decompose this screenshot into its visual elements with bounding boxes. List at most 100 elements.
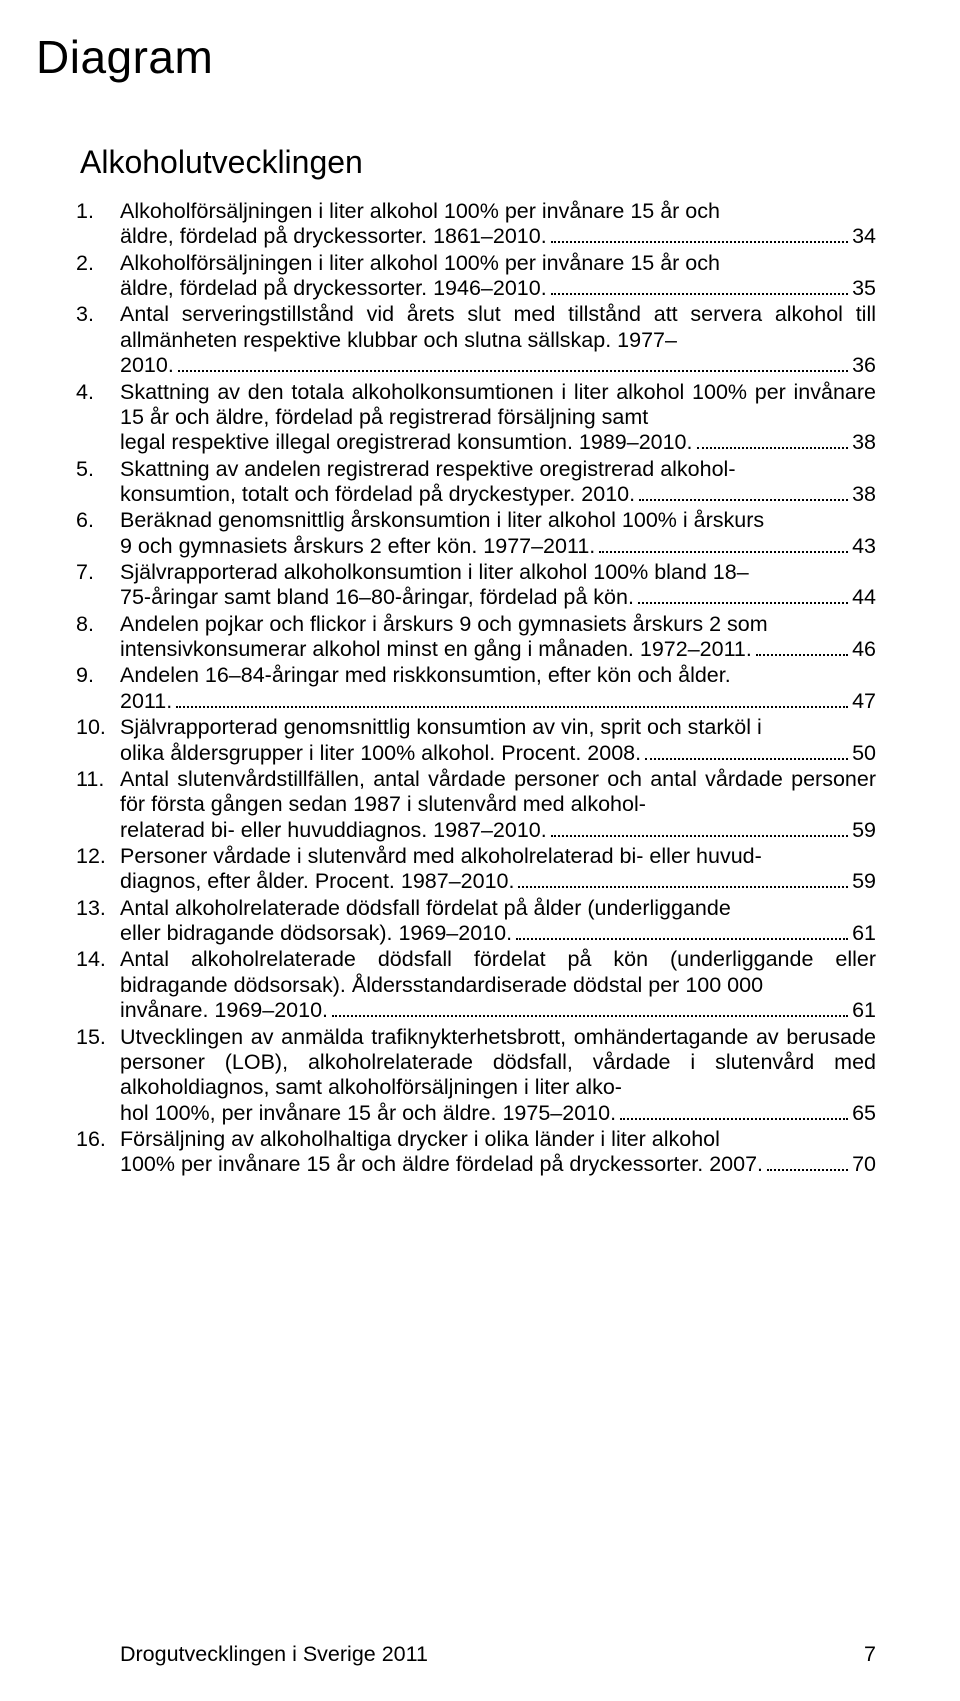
toc-entry-lastline: eller bidragande dödsorsak). 1969–2010. 6… [120, 921, 876, 946]
toc-entry-tail: äldre, fördelad på dryckessorter. 1946–2… [120, 276, 547, 301]
toc-entry-tail: konsumtion, totalt och fördelad på dryck… [120, 482, 635, 507]
toc-entry-pre: Självrapporterad alkoholkonsumtion i lit… [120, 560, 749, 584]
toc-entry-text: Beräknad genomsnittlig årskonsumtion i l… [120, 508, 876, 559]
toc-entry-number: 2. [76, 251, 120, 276]
toc-entry-pre: Utvecklingen av anmälda trafiknykterhets… [120, 1025, 876, 1100]
toc-entry-number: 10. [76, 715, 120, 740]
toc-entry-number: 13. [76, 896, 120, 921]
toc-entry-page: 61 [852, 998, 876, 1023]
toc-entry-number: 4. [76, 380, 120, 405]
toc-leader-dots [178, 369, 848, 372]
toc-entry-pre: Personer vårdade i slutenvård med alkoho… [120, 844, 762, 868]
toc-leader-dots [551, 240, 848, 243]
toc-entry-text: Självrapporterad genomsnittlig konsumtio… [120, 715, 876, 766]
toc-entry-pre: Antal alkoholrelaterade dödsfall fördela… [120, 896, 731, 920]
toc-leader-dots [516, 937, 848, 940]
toc-entry-number: 7. [76, 560, 120, 585]
toc-leader-dots [756, 653, 848, 656]
toc-entry: 15.Utvecklingen av anmälda trafiknykterh… [120, 1025, 876, 1126]
toc-entry-tail: 75-åringar samt bland 16–80-åringar, för… [120, 585, 634, 610]
toc-entry: 3.Antal serveringstillstånd vid årets sl… [120, 302, 876, 378]
toc-entry-pre: Beräknad genomsnittlig årskonsumtion i l… [120, 508, 764, 532]
toc-entry-lastline: diagnos, efter ålder. Procent. 1987–2010… [120, 869, 876, 894]
toc-entry-lastline: 9 och gymnasiets årskurs 2 efter kön. 19… [120, 534, 876, 559]
toc-entry-lastline: 2010.36 [120, 353, 876, 378]
toc-entry-lastline: hol 100%, per invånare 15 år och äldre. … [120, 1101, 876, 1126]
page-footer: Drogutvecklingen i Sverige 2011 7 [120, 1642, 876, 1667]
toc-entry-page: 70 [852, 1152, 876, 1177]
toc-entry-lastline: konsumtion, totalt och fördelad på dryck… [120, 482, 876, 507]
toc-entry-text: Självrapporterad alkoholkonsumtion i lit… [120, 560, 876, 611]
toc-entry-page: 38 [852, 482, 876, 507]
toc-entry: 4.Skattning av den totala alkoholkonsumt… [120, 380, 876, 456]
toc-leader-dots [551, 292, 848, 295]
toc-entry-pre: Skattning av den totala alkoholkonsumtio… [120, 380, 876, 429]
toc-entry-page: 43 [852, 534, 876, 559]
toc-leader-dots [645, 757, 848, 760]
toc-entry-tail: 2010. [120, 353, 174, 378]
toc-entry-page: 35 [852, 276, 876, 301]
toc-entry-lastline: relaterad bi- eller huvuddiagnos. 1987–2… [120, 818, 876, 843]
toc-entry-number: 16. [76, 1127, 120, 1152]
toc-entry-tail: hol 100%, per invånare 15 år och äldre. … [120, 1101, 616, 1126]
toc-entry-tail: olika åldersgrupper i liter 100% alkohol… [120, 741, 641, 766]
toc-entry: 12.Personer vårdade i slutenvård med alk… [120, 844, 876, 895]
toc-entry-page: 46 [852, 637, 876, 662]
toc-entry: 10.Självrapporterad genomsnittlig konsum… [120, 715, 876, 766]
toc-entry-page: 44 [852, 585, 876, 610]
toc-entry-number: 3. [76, 302, 120, 327]
toc-entry: 9.Andelen 16–84-åringar med riskkonsumti… [120, 663, 876, 714]
toc-entry-lastline: äldre, fördelad på dryckessorter. 1861–2… [120, 224, 876, 249]
toc-entry: 7.Självrapporterad alkoholkonsumtion i l… [120, 560, 876, 611]
toc-entry-lastline: 100% per invånare 15 år och äldre fördel… [120, 1152, 876, 1177]
toc-entry-number: 14. [76, 947, 120, 972]
toc-leader-dots [332, 1014, 848, 1017]
toc-entry-number: 9. [76, 663, 120, 688]
toc-entry-tail: relaterad bi- eller huvuddiagnos. 1987–2… [120, 818, 547, 843]
toc-entry-text: Skattning av den totala alkoholkonsumtio… [120, 380, 876, 456]
toc-entry-lastline: 2011. 47 [120, 689, 876, 714]
toc-entry-pre: Försäljning av alkoholhaltiga drycker i … [120, 1127, 720, 1151]
toc-entry-text: Andelen 16–84-åringar med riskkonsumtion… [120, 663, 876, 714]
toc-entry-number: 11. [76, 767, 120, 792]
toc-entry: 5.Skattning av andelen registrerad respe… [120, 457, 876, 508]
toc-entry-page: 59 [852, 818, 876, 843]
toc-entry-pre: Andelen pojkar och flickor i årskurs 9 o… [120, 612, 768, 636]
toc-entry-pre: Självrapporterad genomsnittlig konsumtio… [120, 715, 762, 739]
toc-entry: 8.Andelen pojkar och flickor i årskurs 9… [120, 612, 876, 663]
toc-entry-tail: intensivkonsumerar alkohol minst en gång… [120, 637, 752, 662]
toc-entry-lastline: äldre, fördelad på dryckessorter. 1946–2… [120, 276, 876, 301]
toc-entry-tail: 2011. [120, 689, 172, 714]
toc-entry: 13.Antal alkoholrelaterade dödsfall förd… [120, 896, 876, 947]
toc-entry-number: 1. [76, 199, 120, 224]
toc-entry-pre: Andelen 16–84-åringar med riskkonsumtion… [120, 663, 731, 687]
toc-leader-dots [697, 446, 849, 449]
toc-entry: 1.Alkoholförsäljningen i liter alkohol 1… [120, 199, 876, 250]
toc-entry-lastline: olika åldersgrupper i liter 100% alkohol… [120, 741, 876, 766]
toc-entry-page: 50 [852, 741, 876, 766]
footer-page-number: 7 [864, 1642, 876, 1667]
toc-entry-lastline: 75-åringar samt bland 16–80-åringar, för… [120, 585, 876, 610]
toc-entry: 16.Försäljning av alkoholhaltiga drycker… [120, 1127, 876, 1178]
toc-entry-lastline: intensivkonsumerar alkohol minst en gång… [120, 637, 876, 662]
toc-leader-dots [767, 1168, 848, 1171]
toc-entry-number: 5. [76, 457, 120, 482]
toc-entry-page: 38 [852, 430, 876, 455]
toc-leader-dots [551, 834, 848, 837]
toc-leader-dots [639, 498, 848, 501]
toc-entry-page: 61 [852, 921, 876, 946]
toc-entry-page: 47 [852, 689, 876, 714]
toc-entry-lastline: invånare. 1969–2010.61 [120, 998, 876, 1023]
toc-entry-text: Antal alkoholrelaterade dödsfall fördela… [120, 896, 876, 947]
toc-entry-tail: eller bidragande dödsorsak). 1969–2010. [120, 921, 512, 946]
toc-entry-text: Utvecklingen av anmälda trafiknykterhets… [120, 1025, 876, 1126]
page-title: Diagram [36, 30, 876, 84]
toc-leader-dots [599, 550, 848, 553]
toc-entry-number: 8. [76, 612, 120, 637]
toc-entry-lastline: legal respektive illegal oregistrerad ko… [120, 430, 876, 455]
section-heading: Alkoholutvecklingen [80, 144, 876, 181]
toc-leader-dots [620, 1117, 848, 1120]
toc-entry-pre: Skattning av andelen registrerad respekt… [120, 457, 735, 481]
toc-entry-text: Antal alkoholrelaterade dödsfall fördela… [120, 947, 876, 1023]
toc-entry-number: 12. [76, 844, 120, 869]
